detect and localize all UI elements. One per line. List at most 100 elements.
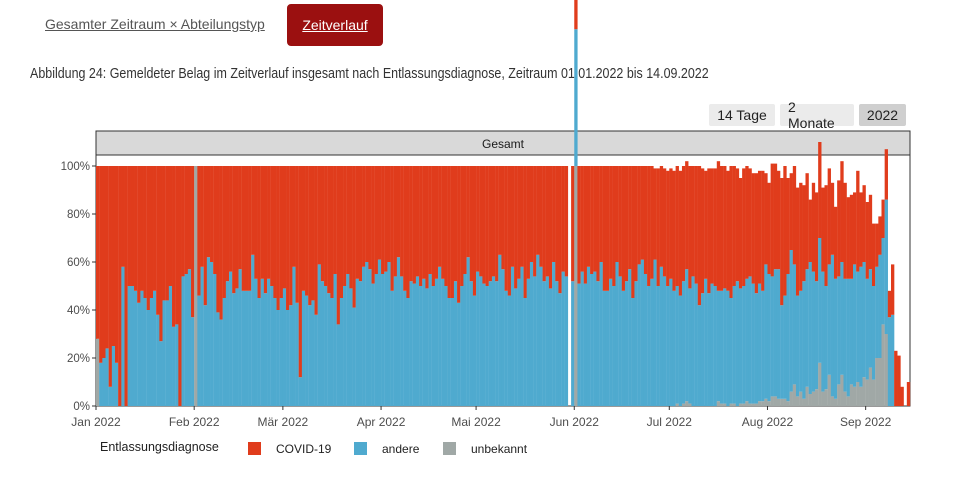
bar-andere-69 xyxy=(314,314,318,406)
bar-covid19-243 xyxy=(865,202,869,279)
bar-andere-185 xyxy=(681,281,686,404)
bar-andere-246 xyxy=(875,266,879,358)
range-button-14-tage[interactable]: 14 Tage xyxy=(709,104,775,126)
bar-andere-171 xyxy=(637,264,641,406)
bar-andere-97 xyxy=(403,290,407,406)
bar-covid19-142 xyxy=(545,166,550,277)
bar-andere-146 xyxy=(558,293,562,406)
range-button-2022[interactable]: 2022 xyxy=(859,104,906,126)
bar-covid19-251 xyxy=(891,264,895,315)
bar-andere-53 xyxy=(263,293,268,406)
bar-covid19-231 xyxy=(827,168,831,265)
bar-andere-60 xyxy=(286,310,290,406)
bar-covid19-160 xyxy=(602,166,607,291)
bar-covid19-71 xyxy=(320,166,325,282)
bar-covid19-241 xyxy=(859,192,863,267)
bar-covid19-186 xyxy=(685,161,689,270)
bar-covid19-125 xyxy=(491,166,496,277)
bar-covid19-248 xyxy=(881,199,885,238)
legend-title: Entlassungsdiagnose xyxy=(100,440,219,454)
bar-covid19-11 xyxy=(130,166,135,286)
bar-andere-79 xyxy=(346,274,350,406)
bar-andere-108 xyxy=(438,266,442,406)
bar-covid19-157 xyxy=(593,166,597,272)
bar-andere-11 xyxy=(130,286,135,406)
bar-andere-28 xyxy=(184,274,188,406)
bar-unbekannt-235 xyxy=(840,374,844,406)
bar-andere-89 xyxy=(377,259,382,406)
bar-andere-219 xyxy=(789,250,793,392)
bar-andere-215 xyxy=(776,269,781,399)
bar-covid19-61 xyxy=(289,166,293,306)
bar-andere-221 xyxy=(795,295,800,397)
figure-title: Abbildung 24: Gemeldeter Belag im Zeitve… xyxy=(30,66,709,82)
bar-andere-105 xyxy=(428,274,432,406)
bar-unbekannt-197 xyxy=(719,403,724,406)
bar-covid19-21 xyxy=(162,166,166,301)
bar-andere-8 xyxy=(121,266,125,406)
bar-andere-80 xyxy=(349,288,353,406)
legend-swatch-unbekannt xyxy=(443,442,456,455)
bar-andere-6 xyxy=(115,362,119,406)
bar-andere-46 xyxy=(241,290,246,406)
bar-andere-182 xyxy=(672,290,676,406)
bar-covid19-73 xyxy=(327,166,331,294)
tab-gesamter-zeitraum[interactable]: Gesamter Zeitraum × Abteilungstyp xyxy=(45,16,265,32)
bar-covid19-111 xyxy=(447,166,451,298)
bar-andere-227 xyxy=(814,281,819,390)
bar-covid19-59 xyxy=(282,166,287,289)
bar-andere-204 xyxy=(742,286,746,404)
bar-covid19-252 xyxy=(894,350,898,406)
bar-covid19-193 xyxy=(707,168,711,294)
bar-andere-47 xyxy=(244,290,249,406)
bar-andere-5 xyxy=(111,346,116,406)
bar-unbekannt-220 xyxy=(792,384,797,406)
bar-covid19-166 xyxy=(621,166,626,291)
bar-covid19-144 xyxy=(552,166,556,262)
bar-unbekannt-214 xyxy=(773,396,778,406)
bar-andere-222 xyxy=(799,290,803,392)
bar-andere-183 xyxy=(675,286,679,404)
tab-zeitverlauf[interactable]: Zeitverlauf xyxy=(287,4,383,46)
bar-andere-184 xyxy=(678,295,683,406)
bar-andere-68 xyxy=(311,300,315,406)
x-tick-label-7: Aug 2022 xyxy=(742,415,794,429)
bar-andere-218 xyxy=(786,274,790,402)
bar-covid19-132 xyxy=(514,166,518,289)
bar-andere-87 xyxy=(371,283,375,406)
bar-covid19-197 xyxy=(719,166,724,291)
bar-andere-35 xyxy=(206,257,211,406)
x-tick-label-5: Jun 2022 xyxy=(550,415,600,429)
bar-covid19-196 xyxy=(716,161,721,291)
bar-covid19-136 xyxy=(526,166,531,279)
bar-andere-175 xyxy=(650,278,654,406)
bar-andere-66 xyxy=(305,295,309,406)
bar-andere-126 xyxy=(495,281,499,406)
x-tick-label-0: Jan 2022 xyxy=(71,415,121,429)
bar-covid19-228 xyxy=(818,142,822,238)
bar-andere-250 xyxy=(887,317,892,406)
bar-covid19-233 xyxy=(833,206,838,279)
bar-andere-208 xyxy=(754,293,759,404)
bar-covid19-22 xyxy=(165,166,169,301)
bar-unbekannt-205 xyxy=(745,401,749,406)
bar-covid19-95 xyxy=(396,166,401,258)
bar-andere-177 xyxy=(656,286,660,406)
bar-covid19-158 xyxy=(596,166,600,282)
bar-covid19-79 xyxy=(346,166,350,274)
bar-covid19-40 xyxy=(222,166,227,298)
bar-covid19-7 xyxy=(118,166,122,406)
bar-andere-43 xyxy=(232,293,236,406)
bar-covid19-9 xyxy=(124,166,128,406)
bar-covid19-92 xyxy=(387,166,391,262)
bar-covid19-232 xyxy=(830,182,835,255)
bar-covid19-171 xyxy=(637,166,641,265)
bar-andere-75 xyxy=(333,274,337,406)
bar-andere-242 xyxy=(862,262,866,378)
bar-covid19-52 xyxy=(260,166,265,279)
bar-unbekannt-248 xyxy=(881,324,885,406)
bar-covid19-67 xyxy=(308,166,312,306)
bar-andere-234 xyxy=(837,276,841,385)
bar-covid19-127 xyxy=(498,166,502,255)
bar-covid19-97 xyxy=(403,166,407,291)
